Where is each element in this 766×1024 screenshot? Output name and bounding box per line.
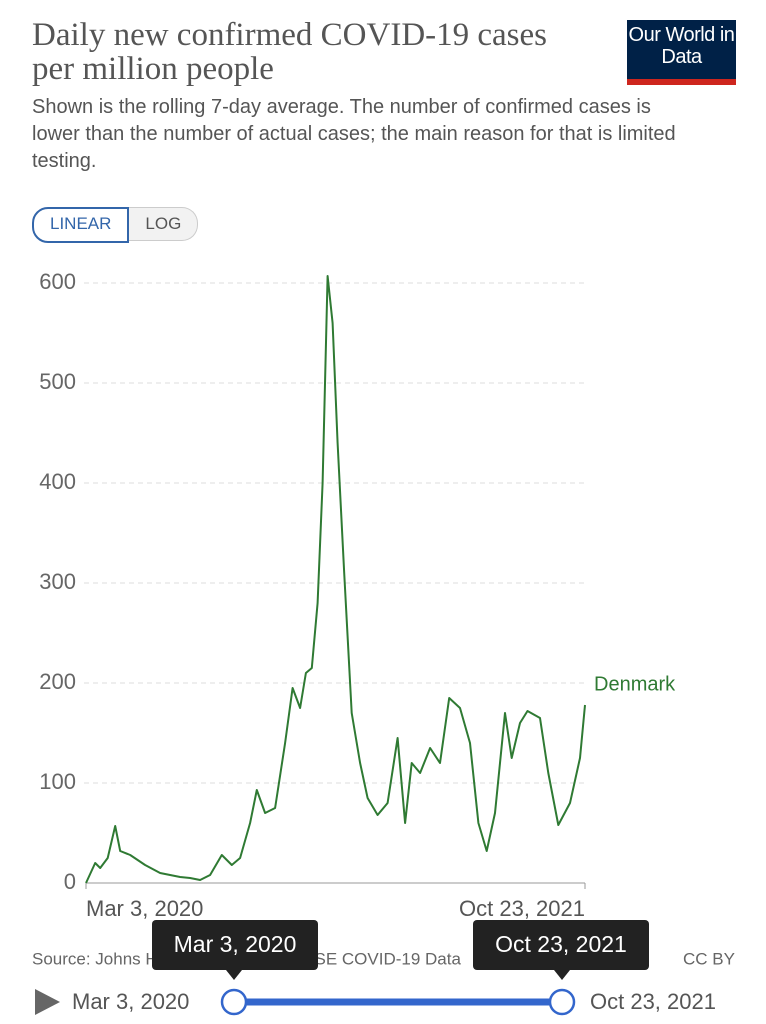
- license: CC BY: [683, 949, 735, 968]
- series-line: [85, 275, 586, 884]
- y-tick-label: 300: [39, 569, 76, 594]
- x-tick-label: Mar 3, 2020: [86, 896, 203, 921]
- series-label: Denmark: [594, 673, 676, 695]
- log-button[interactable]: LOG: [129, 207, 199, 241]
- timeline-handle-start[interactable]: [220, 988, 248, 1016]
- y-tick-label: 200: [39, 669, 76, 694]
- timeline-handle-end[interactable]: [548, 988, 576, 1016]
- timeline-start-label: Mar 3, 2020: [72, 989, 189, 1014]
- y-tick-label: 600: [39, 269, 76, 294]
- y-tick-label: 500: [39, 369, 76, 394]
- chart-title: Daily new confirmed COVID-19 cases per m…: [32, 17, 548, 87]
- scale-toggle: LINEAR LOG: [32, 207, 199, 243]
- chart-subtitle: Shown is the rolling 7-day average. The …: [32, 96, 676, 172]
- play-button[interactable]: [35, 989, 60, 1015]
- tooltip-label: Mar 3, 2020: [174, 931, 297, 957]
- plot: 0 100 200 300 400 500 600 Mar 3, 2020 Oct 23, 20…: [39, 269, 676, 921]
- y-tick-label: 0: [64, 869, 76, 894]
- tooltip-pointer: [554, 970, 570, 980]
- tooltip-box: [152, 920, 318, 970]
- linear-button[interactable]: LINEAR: [32, 207, 130, 243]
- x-tick-label: Oct 23, 2021: [459, 896, 585, 921]
- y-tick-label: 400: [39, 469, 76, 494]
- tooltip-box: [473, 920, 649, 970]
- tooltip-pointer: [226, 970, 242, 980]
- timeline-end-label: Oct 23, 2021: [590, 989, 716, 1014]
- logo[interactable]: Our World in Data: [627, 20, 736, 85]
- y-tick-label: 100: [39, 769, 76, 794]
- tooltip-start: Mar 3, 2020: [152, 920, 318, 980]
- tooltip-end: Oct 23, 2021: [473, 920, 649, 980]
- tooltip-label: Oct 23, 2021: [495, 931, 627, 957]
